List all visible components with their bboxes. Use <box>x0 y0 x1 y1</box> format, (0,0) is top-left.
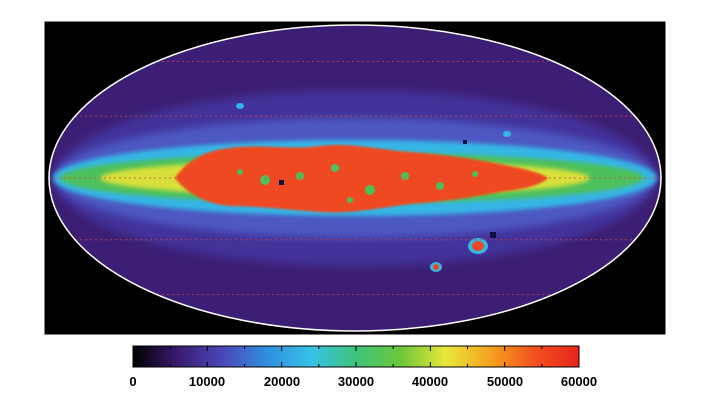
galactic-core <box>175 144 548 213</box>
colorbar-tick-label: 30000 <box>337 374 375 389</box>
colorbar-tick-label: 60000 <box>560 374 598 389</box>
colorbar-tick-label: 40000 <box>411 374 449 389</box>
colorbar-tick-label: 20000 <box>263 374 301 389</box>
sky-emission <box>49 25 661 331</box>
colorbar-tick-label: 50000 <box>486 374 524 389</box>
colorbar-tick-label: 0 <box>129 374 137 389</box>
sky-outline <box>48 24 662 332</box>
graticule <box>49 61 661 295</box>
compact-sources <box>236 103 511 272</box>
colorbar-ticks <box>132 346 580 367</box>
colorbar <box>132 345 580 368</box>
dust-lane-holes <box>237 164 478 203</box>
colorbar-tick-label: 10000 <box>188 374 226 389</box>
dark-spots <box>279 140 496 238</box>
